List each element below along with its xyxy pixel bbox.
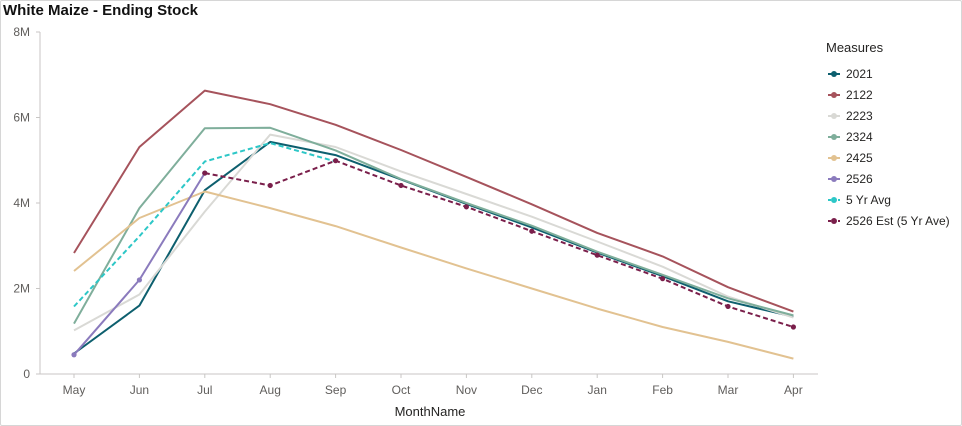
legend-item-5-yr-avg[interactable]: 5 Yr Avg [828, 193, 891, 207]
plot-area [71, 89, 797, 360]
legend-item-2122[interactable]: 2122 [828, 88, 873, 102]
y-tick-label: 2M [13, 282, 30, 296]
x-tick-label: Aug [260, 383, 281, 397]
x-tick-label: Jan [588, 383, 607, 397]
chart-title: White Maize - Ending Stock [3, 2, 199, 19]
legend-label: 2526 Est (5 Yr Ave) [846, 214, 950, 228]
legend-label: 2526 [846, 172, 873, 186]
y-axis: 0 2M 4M 6M 8M [13, 25, 41, 381]
y-tick-label: 0 [23, 367, 30, 381]
data-point-2526-est-5-yr-ave[interactable] [725, 303, 731, 310]
data-point-2526[interactable] [136, 277, 142, 283]
x-axis-title: MonthName [395, 404, 466, 419]
data-point-2526-est-5-yr-ave[interactable] [333, 158, 339, 164]
x-tick-label: Sep [325, 383, 347, 397]
legend-marker [831, 218, 837, 224]
series-line-2223[interactable] [73, 133, 794, 332]
x-tick-label: May [63, 383, 86, 397]
data-point-2526-est-5-yr-ave[interactable] [267, 182, 273, 189]
data-point-2526-est-5-yr-ave[interactable] [660, 276, 666, 282]
x-axis: May Jun Jul Aug Sep Oct Nov Dec Jan Feb Mar Apr [40, 373, 818, 397]
series-line-2122[interactable] [73, 89, 794, 313]
series-line-2324[interactable] [73, 126, 794, 325]
x-tick-label: Oct [392, 383, 411, 397]
legend-marker [831, 92, 837, 98]
legend-item-2425[interactable]: 2425 [828, 151, 873, 165]
data-point-2526-est-5-yr-ave[interactable] [790, 324, 797, 330]
legend-label: 5 Yr Avg [846, 193, 891, 207]
legend-item-2223[interactable]: 2223 [828, 109, 873, 123]
x-tick-label: Nov [456, 383, 477, 397]
data-point-2526-est-5-yr-ave[interactable] [594, 252, 600, 258]
x-tick-label: Jul [197, 383, 212, 397]
series-line-2526-est-5-yr-ave[interactable] [204, 159, 794, 328]
series-line-2021[interactable] [73, 140, 794, 355]
series-line-5-yr-avg[interactable] [73, 142, 336, 308]
legend-marker [831, 71, 837, 77]
legend-label: 2425 [846, 151, 873, 165]
y-tick-label: 8M [13, 25, 30, 39]
y-tick-label: 4M [13, 196, 30, 210]
data-point-2526[interactable] [71, 352, 77, 358]
x-tick-label: Dec [521, 383, 542, 397]
data-point-2526-est-5-yr-ave[interactable] [529, 228, 535, 234]
legend-item-2324[interactable]: 2324 [828, 130, 873, 144]
legend-marker [831, 197, 837, 203]
y-tick-label: 6M [13, 111, 30, 125]
legend-label: 2021 [846, 67, 873, 81]
legend-marker [831, 155, 837, 161]
legend-label: 2324 [846, 130, 873, 144]
x-tick-label: Feb [652, 383, 673, 397]
legend-label: 2122 [846, 88, 873, 102]
legend-label: 2223 [846, 109, 873, 123]
x-tick-label: Jun [130, 383, 149, 397]
legend-marker [831, 134, 837, 140]
legend-item-2526-est-5-yr-ave[interactable]: 2526 Est (5 Yr Ave) [828, 214, 950, 228]
data-point-2526-est-5-yr-ave[interactable] [398, 182, 404, 189]
x-tick-label: Apr [784, 383, 803, 397]
legend-marker [831, 113, 837, 119]
legend-item-2021[interactable]: 2021 [828, 67, 873, 81]
data-point-2526-est-5-yr-ave[interactable] [463, 204, 469, 210]
x-tick-label: Mar [718, 383, 739, 397]
legend-item-2526[interactable]: 2526 [828, 172, 873, 186]
legend[interactable]: Measures 2021 2122 2223 2324 2425 2526 5 Yr Av… [826, 40, 950, 228]
legend-title: Measures [826, 40, 884, 55]
legend-marker [831, 176, 837, 182]
series-line-2425[interactable] [73, 190, 794, 360]
data-point-2526-est-5-yr-ave[interactable] [202, 170, 208, 176]
